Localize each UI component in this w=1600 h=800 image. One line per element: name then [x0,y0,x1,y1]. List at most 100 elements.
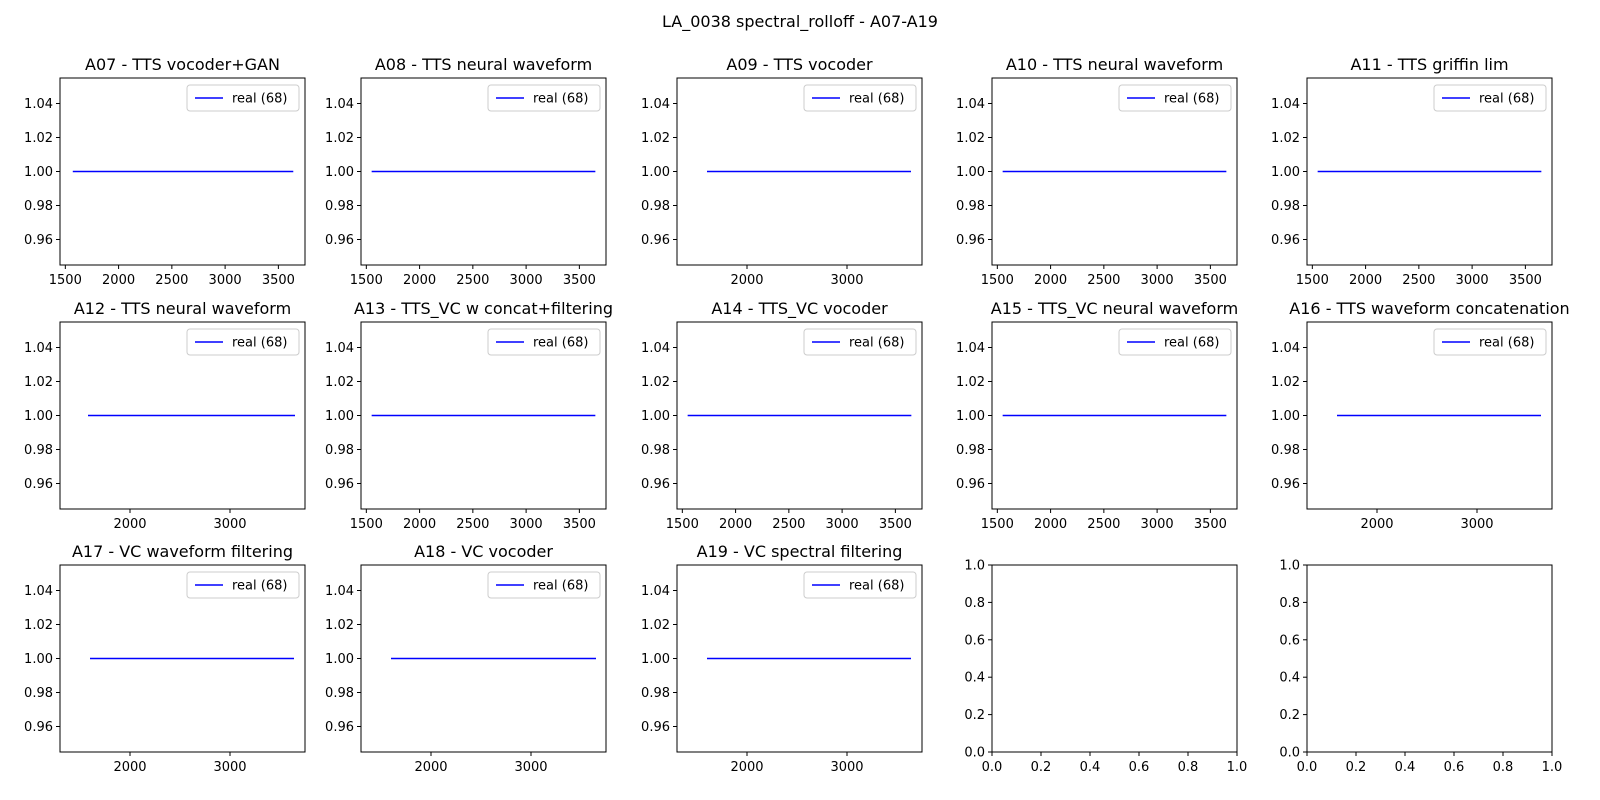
x-tick-label: 3500 [1509,273,1542,288]
subplot-9: A15 - TTS_VC neural waveform 1500 2000 2500… [956,299,1238,532]
subplot-4: A10 - TTS neural waveform 1500 2000 2500 300… [956,55,1238,288]
x-tick-label: 0.6 [1129,760,1150,775]
y-tick-label: 1.00 [641,165,670,180]
y-tick-label: 1.02 [1271,131,1300,146]
y-tick-label: 0.98 [24,686,53,701]
x-tick-label: 3500 [1194,517,1227,532]
x-tick-label: 3000 [209,273,242,288]
subplot-title: A16 - TTS waveform concatenation [1289,299,1569,318]
legend-box [1433,328,1547,356]
y-tick-label: 0.96 [956,233,985,248]
legend-box [1118,84,1232,112]
y-tick-label: 0.6 [1279,633,1300,648]
y-tick-label: 1.00 [325,409,354,424]
subplot-15: 0.0 0.2 0.4 0.6 0.8 1.0 0.0 0.2 0.4 0.6 0.8 1.0 [1279,559,1562,776]
x-tick-label: 0.8 [1178,760,1199,775]
x-tick-label: 2500 [1087,517,1120,532]
y-tick-label: 0.4 [964,671,985,686]
legend-label: real (68) [232,92,287,107]
y-tick-label: 1.04 [1271,341,1300,356]
y-tick-label: 1.00 [956,409,985,424]
x-tick-label: 3000 [1460,517,1493,532]
subplot-title: A07 - TTS vocoder+GAN [85,55,280,74]
legend-box [1118,328,1232,356]
x-tick-label: 2000 [719,517,752,532]
y-tick-label: 1.00 [24,652,53,667]
y-tick-label: 0.98 [641,443,670,458]
x-tick-label: 3500 [1194,273,1227,288]
subplot-13: A19 - VC spectral filtering 2000 3000 0.96 0… [641,542,923,775]
y-tick-label: 0.0 [964,746,985,761]
x-tick-label: 2500 [772,517,805,532]
x-tick-label: 1500 [1296,273,1329,288]
subplot-7: A13 - TTS_VC w concat+filtering 1500 2000 2… [325,299,613,532]
subplot-title: A09 - TTS vocoder [726,55,873,74]
x-tick-label: 0.0 [1297,760,1318,775]
x-tick-label: 2500 [1087,273,1120,288]
x-tick-label: 0.4 [1395,760,1416,775]
y-tick-label: 1.02 [641,131,670,146]
x-tick-label: 2500 [456,273,489,288]
x-tick-label: 3500 [262,273,295,288]
subplot-title: A13 - TTS_VC w concat+filtering [354,299,613,319]
y-tick-label: 1.00 [956,165,985,180]
x-tick-label: 2000 [102,273,135,288]
subplot-title: A18 - VC vocoder [414,542,553,561]
x-tick-label: 2000 [403,273,436,288]
legend-box [186,571,300,599]
x-tick-label: 1500 [49,273,82,288]
x-tick-label: 1500 [981,273,1014,288]
y-tick-label: 1.02 [956,131,985,146]
y-tick-label: 1.02 [641,375,670,390]
y-tick-label: 0.96 [24,477,53,492]
legend-box [186,328,300,356]
x-tick-label: 3500 [879,517,912,532]
legend-label: real (68) [849,336,904,351]
y-tick-label: 1.00 [1271,409,1300,424]
subplot-title: A12 - TTS neural waveform [74,299,291,318]
y-tick-label: 1.04 [956,341,985,356]
y-tick-label: 1.04 [1271,97,1300,112]
x-tick-label: 3000 [510,273,543,288]
subplot-10: A16 - TTS waveform concatenation 2000 3000… [1271,299,1570,532]
subplot-title: A15 - TTS_VC neural waveform [991,299,1238,319]
y-tick-label: 1.02 [24,375,53,390]
x-tick-label: 2000 [113,760,146,775]
y-tick-label: 1.02 [24,618,53,633]
y-tick-label: 0.96 [641,720,670,735]
y-tick-label: 1.0 [964,559,985,574]
subplot-2: A08 - TTS neural waveform 1500 2000 2500 300… [325,55,607,288]
y-tick-label: 1.02 [24,131,53,146]
x-tick-label: 1500 [350,517,383,532]
y-tick-label: 0.96 [24,233,53,248]
subplot-title: A11 - TTS griffin lim [1350,55,1508,74]
y-tick-label: 1.02 [325,375,354,390]
y-tick-label: 0.98 [24,443,53,458]
x-tick-label: 2500 [1402,273,1435,288]
legend-label: real (68) [533,92,588,107]
y-tick-label: 1.04 [641,341,670,356]
y-tick-label: 1.04 [24,584,53,599]
y-tick-label: 0.98 [325,686,354,701]
y-tick-label: 0.96 [956,477,985,492]
y-tick-label: 0.96 [24,720,53,735]
x-tick-label: 1500 [350,273,383,288]
x-tick-label: 3000 [213,517,246,532]
x-tick-label: 2500 [155,273,188,288]
legend-box [487,328,601,356]
y-tick-label: 1.04 [325,341,354,356]
y-tick-label: 0.98 [1271,199,1300,214]
y-tick-label: 0.2 [964,708,985,723]
subplot-3: A09 - TTS vocoder 2000 3000 0.96 0.98 1.00 1.0… [641,55,923,288]
legend-label: real (68) [849,579,904,594]
y-tick-label: 0.98 [325,443,354,458]
legend-box [803,571,917,599]
legend-box [803,84,917,112]
subplot-14: 0.0 0.2 0.4 0.6 0.8 1.0 0.0 0.2 0.4 0.6 0.8 1.0 [964,559,1247,776]
legend-box [186,84,300,112]
y-tick-label: 0.98 [956,443,985,458]
x-tick-label: 3000 [510,517,543,532]
x-tick-label: 3000 [826,517,859,532]
y-tick-label: 0.98 [956,199,985,214]
